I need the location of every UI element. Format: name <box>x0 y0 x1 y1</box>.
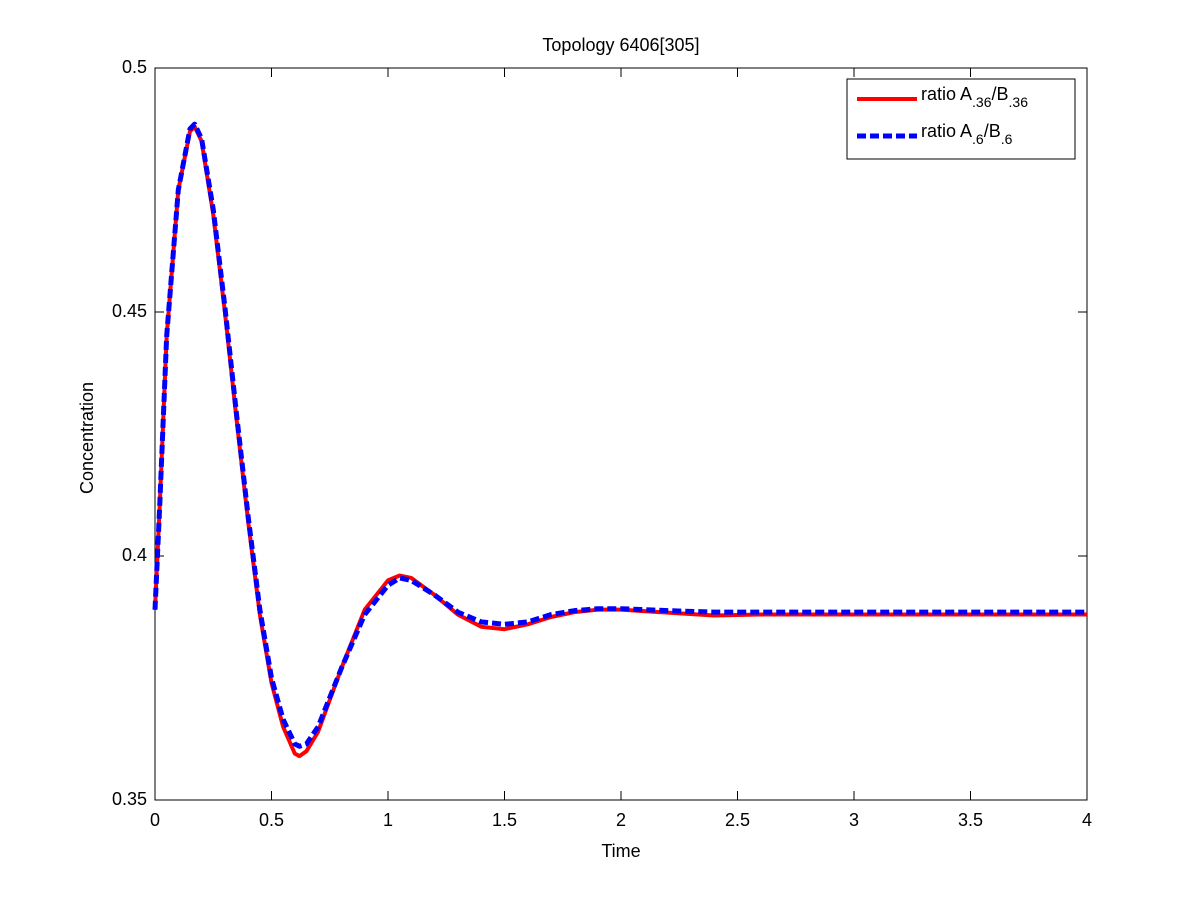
legend-label: ratio A.36/B.36 <box>921 84 1028 110</box>
x-tick-label: 0.5 <box>259 810 284 830</box>
x-axis-label: Time <box>601 841 640 861</box>
y-tick-label: 0.35 <box>112 789 147 809</box>
x-tick-label: 0 <box>150 810 160 830</box>
y-tick-label: 0.45 <box>112 301 147 321</box>
x-tick-label: 3.5 <box>958 810 983 830</box>
y-axis-label: Concentration <box>77 382 97 494</box>
x-tick-label: 1 <box>383 810 393 830</box>
plot-area <box>154 67 1088 801</box>
x-tick-label: 2 <box>616 810 626 830</box>
x-tick-label: 2.5 <box>725 810 750 830</box>
legend-label: ratio A.6/B.6 <box>921 121 1013 147</box>
chart-title: Topology 6406[305] <box>542 35 699 55</box>
legend-box <box>846 78 1076 160</box>
y-tick-label: 0.5 <box>122 57 147 77</box>
x-tick-label: 1.5 <box>492 810 517 830</box>
x-tick-label: 3 <box>849 810 859 830</box>
x-tick-label: 4 <box>1082 810 1092 830</box>
y-tick-label: 0.4 <box>122 545 147 565</box>
